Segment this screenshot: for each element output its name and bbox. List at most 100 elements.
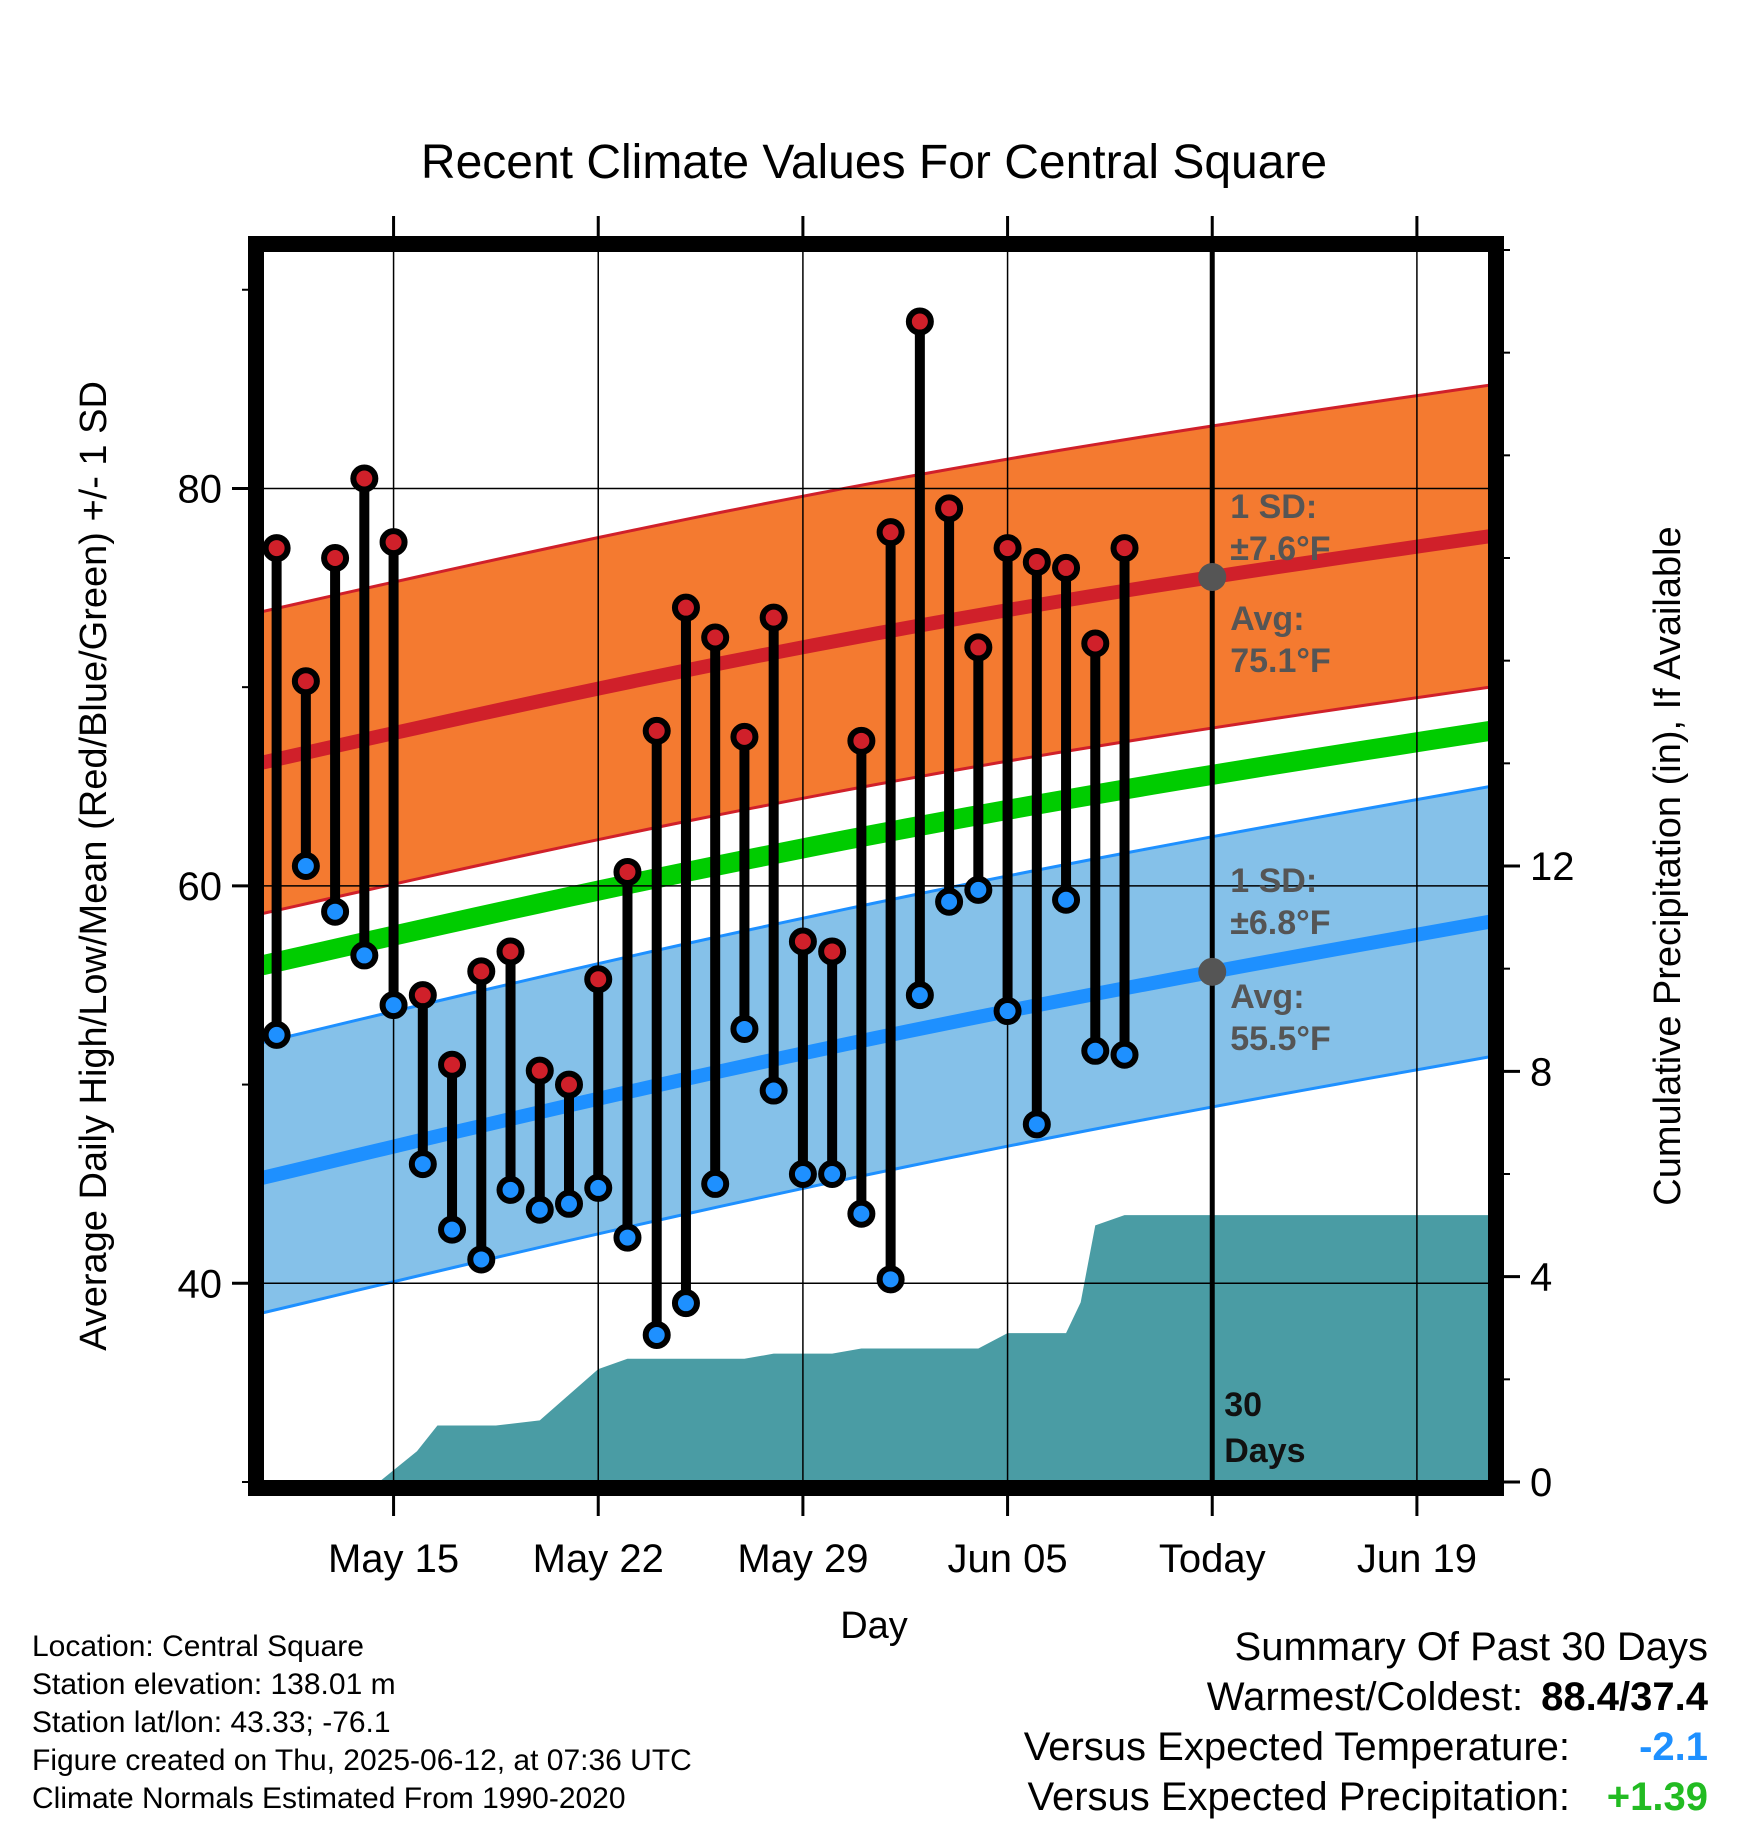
summary-temp: Versus Expected Temperature: -2.1	[1024, 1722, 1708, 1772]
high-point	[1052, 553, 1081, 582]
low-point	[847, 1199, 876, 1228]
high-point	[905, 307, 934, 336]
y-right-tick-label: 4	[1530, 1256, 1552, 1300]
precip-area	[262, 1215, 1490, 1482]
low-point	[818, 1160, 847, 1188]
high-point	[467, 957, 496, 986]
y-axis-right-label: Cumulative Precipitation (in), If Availa…	[1647, 526, 1689, 1205]
low-point	[1022, 1110, 1051, 1139]
chart-title: Recent Climate Values For Central Square	[421, 136, 1327, 189]
normal-high-line	[262, 529, 1490, 770]
days-count-label: 30	[1224, 1386, 1262, 1424]
high-point	[379, 528, 408, 557]
x-axis-label: Day	[840, 1605, 908, 1647]
low-point	[788, 1160, 817, 1188]
high-point	[993, 534, 1022, 563]
y-left-tick-label: 40	[178, 1262, 223, 1306]
normal-low-line	[262, 914, 1490, 1185]
high-avg-value: 75.1°F	[1230, 642, 1331, 680]
y-left-tick-label: 80	[178, 467, 223, 511]
info-normals: Climate Normals Estimated From 1990-2020	[32, 1782, 626, 1815]
low-point	[964, 875, 993, 904]
high-point	[1081, 629, 1110, 658]
low-point	[496, 1175, 525, 1204]
low-sd-band-lower-edge	[262, 1055, 1490, 1315]
info-latlon: Station lat/lon: 43.33; -76.1	[32, 1706, 391, 1739]
warm-cold-label: Warmest/Coldest:	[1206, 1675, 1524, 1719]
low-point	[438, 1215, 467, 1244]
low-point	[291, 852, 320, 880]
high-sd-band	[262, 385, 1490, 914]
high-point	[701, 623, 730, 652]
low-point	[730, 1014, 759, 1043]
low-point	[262, 1020, 291, 1049]
warm-cold-value: 88.4/37.4	[1541, 1675, 1708, 1719]
low-point	[613, 1223, 642, 1252]
low-point	[467, 1245, 496, 1274]
high-point	[291, 667, 320, 696]
high-point	[935, 494, 964, 523]
high-point	[496, 937, 525, 966]
summary-warm-cold: Warmest/Coldest: 88.4/37.4	[1024, 1672, 1708, 1722]
temp-value: -2.1	[1639, 1725, 1708, 1769]
low-point	[993, 997, 1022, 1026]
precip-value: +1.39	[1606, 1775, 1708, 1819]
high-point	[759, 603, 788, 632]
info-location: Location: Central Square	[32, 1630, 364, 1663]
high-sd-value: ±7.6°F	[1230, 530, 1330, 568]
y-right-tick-label: 12	[1530, 845, 1575, 889]
low-point	[671, 1289, 700, 1318]
low-point	[642, 1320, 671, 1349]
high-point	[730, 722, 759, 751]
low-point	[701, 1169, 730, 1198]
low-point	[525, 1195, 554, 1224]
high-point	[818, 937, 847, 966]
summary-precip: Versus Expected Precipitation: +1.39	[1024, 1772, 1708, 1822]
high-avg-label: Avg:	[1230, 600, 1304, 638]
high-point	[1110, 534, 1139, 563]
today-high-normal-marker	[1198, 563, 1227, 592]
summary-panel: Summary Of Past 30 Days Warmest/Coldest:…	[1024, 1622, 1708, 1822]
y-right-tick-label: 8	[1530, 1050, 1552, 1094]
high-point	[847, 726, 876, 755]
station-info: Location: Central Square Station elevati…	[32, 1628, 692, 1818]
x-tick-label: Jun 05	[948, 1537, 1068, 1581]
high-point	[438, 1050, 467, 1079]
high-point	[788, 927, 817, 956]
low-point	[321, 897, 350, 926]
x-tick-label: Jun 19	[1357, 1537, 1477, 1581]
low-point	[935, 887, 964, 916]
info-elevation: Station elevation: 138.01 m	[32, 1668, 396, 1701]
low-point	[1081, 1036, 1110, 1065]
high-point	[408, 981, 437, 1010]
y-axis-left-label: Average Daily High/Low/Mean (Red/Blue/Gr…	[73, 381, 115, 1351]
low-point	[379, 991, 408, 1020]
low-point	[408, 1150, 437, 1179]
low-point	[905, 981, 934, 1010]
info-created: Figure created on Thu, 2025-06-12, at 07…	[32, 1744, 692, 1777]
high-point	[584, 965, 613, 994]
high-point	[876, 518, 905, 547]
low-point	[1052, 885, 1081, 914]
high-point	[1022, 547, 1051, 576]
summary-title: Summary Of Past 30 Days	[1234, 1625, 1708, 1669]
high-point	[321, 544, 350, 572]
high-sd-band-upper-edge	[262, 383, 1490, 614]
low-point	[584, 1173, 613, 1202]
high-point	[555, 1070, 583, 1099]
low-point	[555, 1189, 583, 1218]
high-point	[525, 1056, 554, 1085]
y-right-tick-label: 0	[1530, 1461, 1552, 1505]
low-avg-value: 55.5°F	[1230, 1020, 1331, 1058]
temp-label: Versus Expected Temperature:	[1023, 1725, 1570, 1769]
high-point	[964, 633, 993, 662]
precip-label: Versus Expected Precipitation:	[1027, 1775, 1570, 1819]
low-sd-label: 1 SD:	[1230, 862, 1317, 900]
y-left-tick-label: 60	[178, 865, 223, 909]
low-avg-label: Avg:	[1230, 978, 1304, 1016]
low-point	[759, 1076, 788, 1105]
today-low-normal-marker	[1198, 957, 1227, 986]
high-point	[262, 534, 291, 563]
high-sd-label: 1 SD:	[1230, 488, 1317, 526]
